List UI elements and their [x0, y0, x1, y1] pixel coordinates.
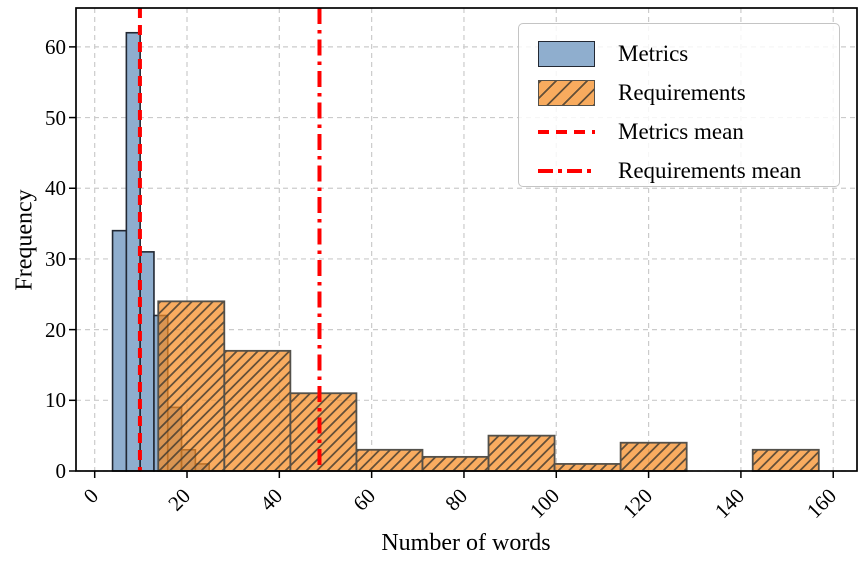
y-tick-label: 30 — [45, 246, 66, 271]
legend-row: Requirements mean — [538, 151, 829, 190]
dashdot-line-swatch — [538, 168, 595, 173]
requirements-hatched-swatch — [538, 79, 595, 106]
legend-row: Metrics — [538, 34, 829, 73]
y-tick-label: 10 — [45, 388, 66, 413]
metrics-bar — [111, 229, 128, 472]
y-tick-label: 0 — [55, 459, 67, 483]
requirements-bar-hatch — [355, 448, 424, 472]
legend-row: Metrics mean — [538, 112, 829, 151]
legend-label: Requirements — [618, 79, 746, 105]
y-tick-label: 60 — [45, 34, 66, 59]
requirements-bar-hatch — [619, 441, 688, 472]
dashed-line-swatch — [538, 129, 595, 134]
legend: Metrics Requirements Metrics mean Requireme… — [518, 23, 840, 187]
requirements-bar-hatch — [157, 300, 226, 472]
requirements-bar-hatch — [421, 455, 490, 472]
legend-label: Metrics mean — [618, 118, 744, 144]
y-tick-label: 20 — [45, 317, 66, 342]
y-tick-label: 40 — [45, 176, 66, 201]
requirements-bar-hatch — [289, 392, 358, 472]
metrics-swatch — [538, 40, 595, 67]
requirements-bar-hatch — [553, 463, 622, 472]
x-axis-label: Number of words — [381, 530, 551, 556]
y-tick-label: 50 — [45, 105, 66, 130]
y-axis-label: Frequency — [11, 189, 38, 291]
requirements-bar-hatch — [751, 448, 820, 472]
requirements-bar-hatch — [223, 349, 292, 472]
legend-label: Requirements mean — [618, 157, 802, 183]
metrics-bar — [139, 251, 155, 472]
legend-row: Requirements — [538, 73, 829, 112]
legend-label: Metrics — [618, 40, 689, 66]
axes-spines — [75, 7, 858, 472]
requirements-bar-hatch — [487, 434, 556, 472]
